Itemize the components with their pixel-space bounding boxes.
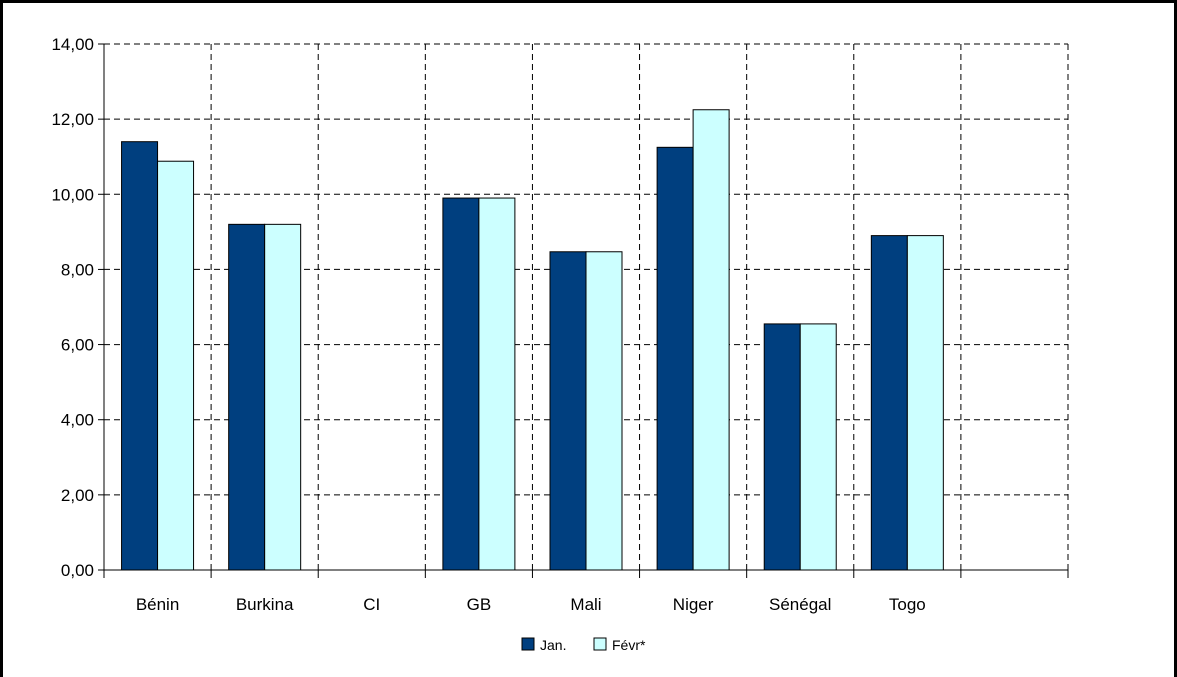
bar-fevr-5 — [692, 109, 730, 571]
y-tick-label: 4,00 — [61, 411, 94, 430]
x-tick-label: GB — [467, 595, 492, 614]
bar-jan-3 — [442, 197, 480, 571]
y-tick-label: 8,00 — [61, 260, 94, 279]
bar-jan-4 — [549, 251, 587, 571]
x-tick-label: Sénégal — [769, 595, 831, 614]
x-tick-label: CI — [363, 595, 380, 614]
x-tick-label: Burkina — [236, 595, 294, 614]
bar-fevr-6 — [799, 323, 837, 571]
bar-fevr-3 — [478, 197, 516, 571]
bar-fevr-0 — [157, 160, 195, 571]
y-tick-label: 2,00 — [61, 486, 94, 505]
x-tick-label: Mali — [570, 595, 601, 614]
bars — [121, 109, 944, 571]
y-tick-label: 12,00 — [51, 110, 94, 129]
bar-jan-0 — [121, 141, 159, 571]
y-tick-label: 0,00 — [61, 561, 94, 580]
y-tick-labels: 0,00 2,00 4,00 6,00 8,00 10,00 12,00 14,00 — [51, 35, 94, 580]
bar-jan-5 — [656, 146, 694, 571]
x-tick-label: Bénin — [136, 595, 179, 614]
legend-label: Jan. — [540, 637, 566, 653]
x-tick-labels: Bénin Burkina CI GB Mali Niger Sénégal Togo — [136, 595, 926, 614]
bar-jan-1 — [228, 223, 266, 571]
y-tick-label: 10,00 — [51, 185, 94, 204]
x-tick-label: Togo — [889, 595, 926, 614]
legend-swatch — [521, 637, 535, 651]
bar-jan-7 — [870, 235, 908, 571]
legend-label: Févr* — [612, 637, 646, 653]
legend: Jan. Févr* — [521, 637, 646, 653]
bar-fevr-1 — [264, 223, 302, 571]
bar-jan-6 — [763, 323, 801, 571]
legend-swatch — [593, 637, 607, 651]
y-tick-label: 14,00 — [51, 35, 94, 54]
bar-fevr-4 — [585, 251, 623, 571]
y-tick-label: 6,00 — [61, 336, 94, 355]
x-tick-label: Niger — [673, 595, 714, 614]
bar-fevr-7 — [906, 235, 944, 571]
